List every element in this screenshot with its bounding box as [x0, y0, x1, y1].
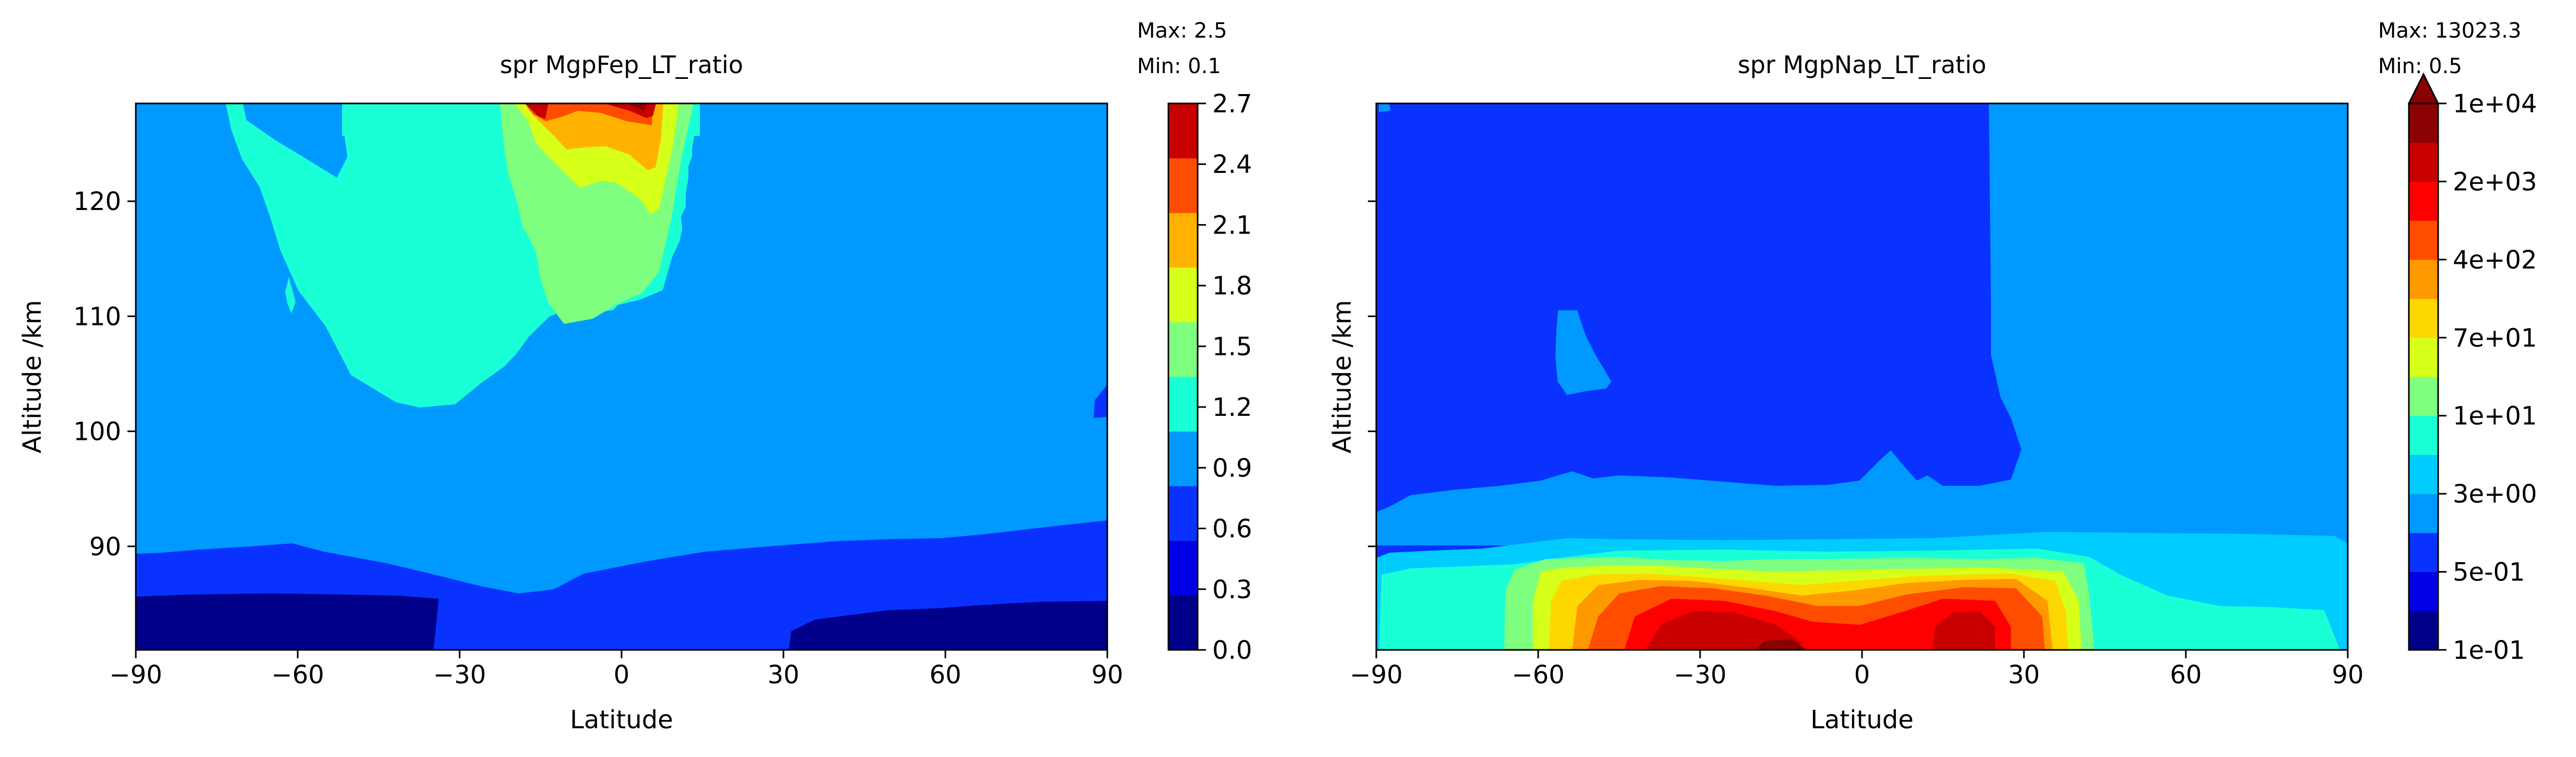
- left-colorbar-segment: [1168, 377, 1198, 432]
- right-contour-band-3-5-corner: [1379, 103, 1390, 112]
- right-contour-band-maroon: [1755, 639, 1807, 650]
- left-colorbar-segment: [1168, 103, 1198, 159]
- right-colorbar-tick-label: 7e+01: [2453, 323, 2537, 353]
- right-colorbar-segment: [2409, 377, 2438, 416]
- right-colorbar-segment: [2409, 220, 2438, 260]
- left-x-axis: −90 −60 −30 0 30 60 90: [109, 650, 1123, 690]
- right-colorbar-segment: [2409, 103, 2438, 143]
- right-colorbar-segment: [2409, 415, 2438, 455]
- left-contour-band-2.4-2.7-core: [629, 104, 647, 111]
- right-colorbar-tick-label: 1e+01: [2453, 402, 2537, 431]
- right-colorbar-segment: [2409, 337, 2438, 377]
- right-colorbar-segment: [2409, 298, 2438, 338]
- left-colorbar: 0.0 0.3 0.6 0.9 1.2 1.5 1.8 2.1 2.4 2.7: [1167, 89, 1252, 665]
- left-y-tick-label: 120: [73, 187, 121, 216]
- left-colorbar-segment: [1168, 213, 1198, 268]
- right-colorbar-segment: [2409, 572, 2438, 611]
- right-colorbar-segment: [2409, 455, 2438, 494]
- right-colorbar-extend-arrow: [2407, 72, 2440, 104]
- left-plot-title: spr MgpFep_LT_ratio: [500, 51, 743, 79]
- right-panel: spr MgpNap_LT_ratio Max: 13023.3 Min: 0.…: [1328, 19, 2537, 735]
- left-colorbar-tick-label: 2.1: [1212, 211, 1252, 240]
- right-colorbar-segment: [2409, 611, 2438, 650]
- right-colorbar-tick-label: 1e+04: [2453, 89, 2537, 119]
- left-max-label: Max: 2.5: [1137, 19, 1227, 43]
- right-colorbar-frame: [2408, 102, 2439, 651]
- left-x-tick-label: −60: [271, 660, 324, 690]
- left-y-tick-label: 100: [73, 417, 121, 447]
- left-colorbar-tick-label: 1.2: [1212, 393, 1252, 422]
- left-colorbar-tick-label: 0.6: [1212, 515, 1252, 544]
- right-x-tick-label: −30: [1673, 660, 1726, 690]
- left-y-axis: 90 100 110 120: [73, 187, 136, 562]
- right-colorbar-tick-label: 4e+02: [2453, 246, 2537, 275]
- left-contour-band-2.1-2.4: [525, 103, 653, 125]
- left-x-tick-label: −30: [433, 660, 486, 690]
- right-x-tick-label: 60: [2170, 660, 2202, 690]
- right-colorbar-segment: [2409, 494, 2438, 533]
- left-colorbar-segment: [1168, 595, 1198, 650]
- right-x-tick-label: 30: [2008, 660, 2040, 690]
- left-colorbar-segment: [1168, 486, 1198, 541]
- left-colorbar-tick-label: 2.4: [1212, 150, 1252, 179]
- right-colorbar-segment: [2409, 532, 2438, 573]
- left-colorbar-segment: [1168, 540, 1198, 596]
- left-x-tick-label: 90: [1091, 660, 1123, 690]
- right-x-tick-label: 90: [2332, 660, 2363, 690]
- left-colorbar-tick-label: 1.8: [1212, 272, 1252, 301]
- right-x-axis-label: Latitude: [1810, 705, 1914, 735]
- left-contour-band-0.0-0.3: [136, 593, 1107, 650]
- right-colorbar-segment: [2409, 259, 2438, 299]
- left-x-tick-label: 60: [929, 660, 961, 690]
- right-colorbar-tick-label: 5e-01: [2453, 558, 2525, 587]
- left-x-tick-label: 0: [614, 660, 630, 690]
- right-plot-title: spr MgpNap_LT_ratio: [1738, 51, 1986, 79]
- right-colorbar-segment: [2409, 181, 2438, 221]
- right-y-axis-label: Altitude /km: [1328, 300, 1357, 453]
- left-colorbar-segment: [1168, 322, 1198, 377]
- left-colorbar-tick-label: 0.0: [1212, 636, 1252, 665]
- right-colorbar-tick-label: 2e+03: [2453, 167, 2537, 196]
- left-contour-field: [136, 103, 1107, 650]
- left-contour-blob: [285, 277, 296, 313]
- left-colorbar-tick-label: 1.5: [1212, 332, 1252, 362]
- right-contour-band-darkred-right: [1933, 611, 1995, 650]
- right-x-tick-label: −60: [1512, 660, 1564, 690]
- left-x-tick-label: 30: [767, 660, 799, 690]
- right-contour-band-3-5-blob: [1555, 310, 1611, 395]
- left-y-tick-label: 110: [73, 302, 121, 331]
- right-contour-band-3-5: [1376, 103, 2348, 545]
- left-contour-band-0.0-0.3-edge: [1094, 385, 1107, 418]
- left-x-tick-label: −90: [109, 660, 162, 690]
- left-colorbar-segment: [1168, 158, 1198, 213]
- right-colorbar-tick-label: 1e-01: [2453, 636, 2525, 665]
- left-panel: spr MgpFep_LT_ratio Max: 2.5 Min: 0.1 −9…: [18, 19, 1252, 735]
- left-contour-band-2.4-2.7: [525, 103, 656, 119]
- left-min-label: Min: 0.1: [1137, 54, 1221, 78]
- right-x-axis: −90 −60 −30 0 30 60 90: [1350, 650, 2364, 690]
- left-colorbar-frame: [1167, 102, 1199, 651]
- left-colorbar-tick-label: 2.7: [1212, 89, 1252, 119]
- left-colorbar-tick-label: 0.3: [1212, 575, 1252, 604]
- right-y-axis: [1368, 200, 1376, 548]
- right-x-tick-label: −90: [1350, 660, 1402, 690]
- right-x-tick-label: 0: [1854, 660, 1870, 690]
- right-colorbar: 1e-01 5e-01 3e+00 1e+01 7e+01 4e+02 2e+03 1e+04: [2407, 72, 2537, 665]
- left-colorbar-segment: [1168, 431, 1198, 486]
- left-y-tick-label: 90: [89, 532, 121, 562]
- right-contour-band-darkred-left: [1645, 611, 1802, 650]
- left-y-axis-label: Altitude /km: [18, 300, 47, 453]
- right-colorbar-tick-label: 3e+00: [2453, 480, 2537, 509]
- right-min-label: Min: 0.5: [2378, 54, 2462, 78]
- right-colorbar-segment: [2409, 142, 2438, 182]
- left-colorbar-tick-label: 0.9: [1212, 453, 1252, 483]
- left-x-axis-label: Latitude: [570, 705, 673, 735]
- right-max-label: Max: 13023.3: [2378, 19, 2521, 43]
- right-contour-field: [1376, 103, 2348, 650]
- left-colorbar-segment: [1168, 267, 1198, 322]
